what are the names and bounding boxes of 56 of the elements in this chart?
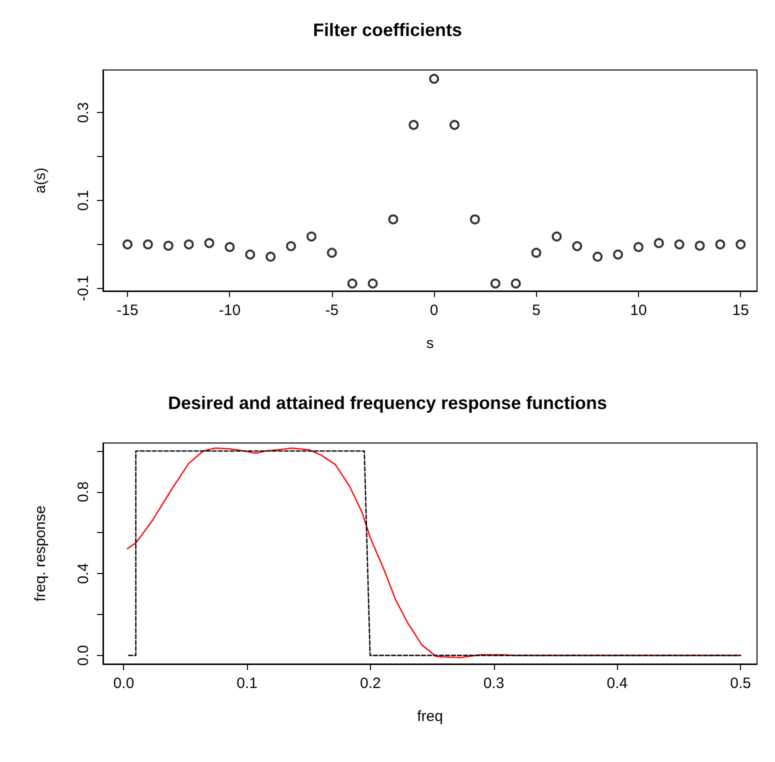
point (245, 250, 256, 260)
point (572, 241, 582, 252)
x-tick-label: -5 (325, 302, 339, 319)
point (654, 238, 664, 248)
point (552, 232, 562, 242)
point (531, 248, 542, 258)
point (306, 232, 316, 242)
point (592, 252, 603, 262)
x-tick-label: 15 (732, 302, 749, 319)
point (142, 239, 153, 250)
point (368, 278, 378, 289)
y-axis-title: a(s) (32, 168, 49, 194)
y-tick-label: 0.3 (75, 102, 92, 124)
point (388, 214, 398, 224)
y-tick-label: 0.8 (75, 481, 92, 502)
x-tick-label: 0.3 (483, 675, 504, 692)
x-tick-label: -15 (116, 302, 138, 319)
y-tick-label: 0.0 (75, 644, 92, 666)
y-tick-label: -0.1 (75, 275, 92, 302)
point (224, 242, 235, 252)
point (694, 240, 705, 251)
point (674, 239, 684, 250)
point (163, 240, 174, 251)
point (715, 239, 726, 250)
point (122, 239, 133, 250)
y-axis-title: freq. response (32, 506, 49, 602)
point (490, 278, 500, 289)
point (470, 214, 480, 224)
point (450, 120, 460, 130)
point (736, 239, 746, 250)
chart-title: Filter coefficients (312, 20, 462, 40)
x-tick-label: 5 (532, 302, 540, 319)
point (633, 242, 644, 252)
x-tick-label: 0.4 (606, 675, 628, 692)
x-tick-label: 10 (630, 302, 647, 319)
x-tick-label: -10 (218, 302, 241, 319)
x-tick-label: 0.0 (113, 675, 134, 692)
x-tick-label: 0 (430, 302, 438, 319)
point (429, 74, 440, 84)
point (347, 278, 358, 289)
x-axis-title: freq (417, 708, 443, 725)
point (613, 250, 624, 260)
y-tick-label: 0.4 (75, 563, 92, 584)
y-tick-label: 0.1 (75, 190, 92, 211)
x-tick-label: 0.1 (236, 675, 258, 692)
point (510, 278, 521, 289)
point (184, 239, 194, 250)
x-tick-label: 0.2 (360, 675, 381, 692)
chart-title: Desired and attained frequency response functions (168, 393, 608, 413)
point (408, 120, 419, 130)
x-axis-title: s (426, 335, 434, 352)
x-tick-label: 0.5 (730, 675, 752, 692)
point (286, 241, 296, 252)
point (204, 238, 214, 248)
point (326, 248, 337, 258)
point (266, 252, 276, 262)
